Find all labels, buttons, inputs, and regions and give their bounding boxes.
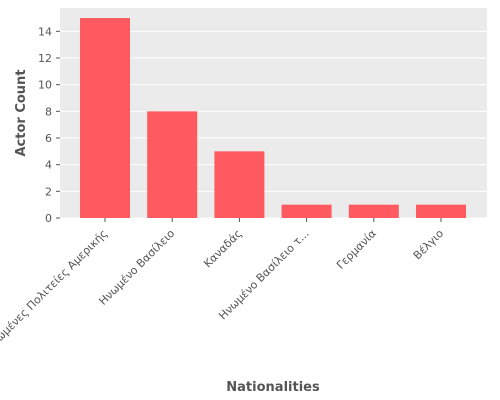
y-tick-label: 10 bbox=[38, 79, 52, 92]
bar bbox=[80, 18, 130, 218]
bar bbox=[147, 111, 198, 218]
y-tick-label: 6 bbox=[45, 132, 52, 145]
y-axis-ticks: 0 2 4 6 8 10 12 14 bbox=[38, 25, 60, 225]
x-tick-label: Ηνωμένο Βασίλειο bbox=[96, 227, 177, 308]
x-tick-label: Καναδάς bbox=[201, 227, 244, 270]
x-tick-label: Γερμανία bbox=[334, 227, 379, 272]
bar bbox=[348, 204, 399, 218]
bar bbox=[416, 204, 466, 218]
x-tick-label: Βέλγιο bbox=[411, 227, 447, 263]
bars bbox=[80, 18, 466, 218]
y-tick-label: 12 bbox=[38, 52, 52, 65]
plot-background bbox=[60, 8, 487, 218]
y-tick-label: 4 bbox=[45, 159, 52, 172]
y-tick-label: 14 bbox=[38, 25, 52, 38]
gridlines bbox=[60, 30, 487, 219]
y-tick-label: 0 bbox=[45, 212, 52, 225]
bar bbox=[281, 204, 332, 218]
y-axis-title: Actor Count bbox=[14, 69, 29, 156]
x-tick-label: Ηνωμένες Πολιτείες Αμερικής bbox=[0, 227, 110, 354]
y-tick-label: 2 bbox=[45, 185, 52, 198]
bar bbox=[214, 151, 265, 218]
y-tick-label: 8 bbox=[45, 105, 52, 118]
x-axis-title: Nationalities bbox=[226, 380, 320, 395]
